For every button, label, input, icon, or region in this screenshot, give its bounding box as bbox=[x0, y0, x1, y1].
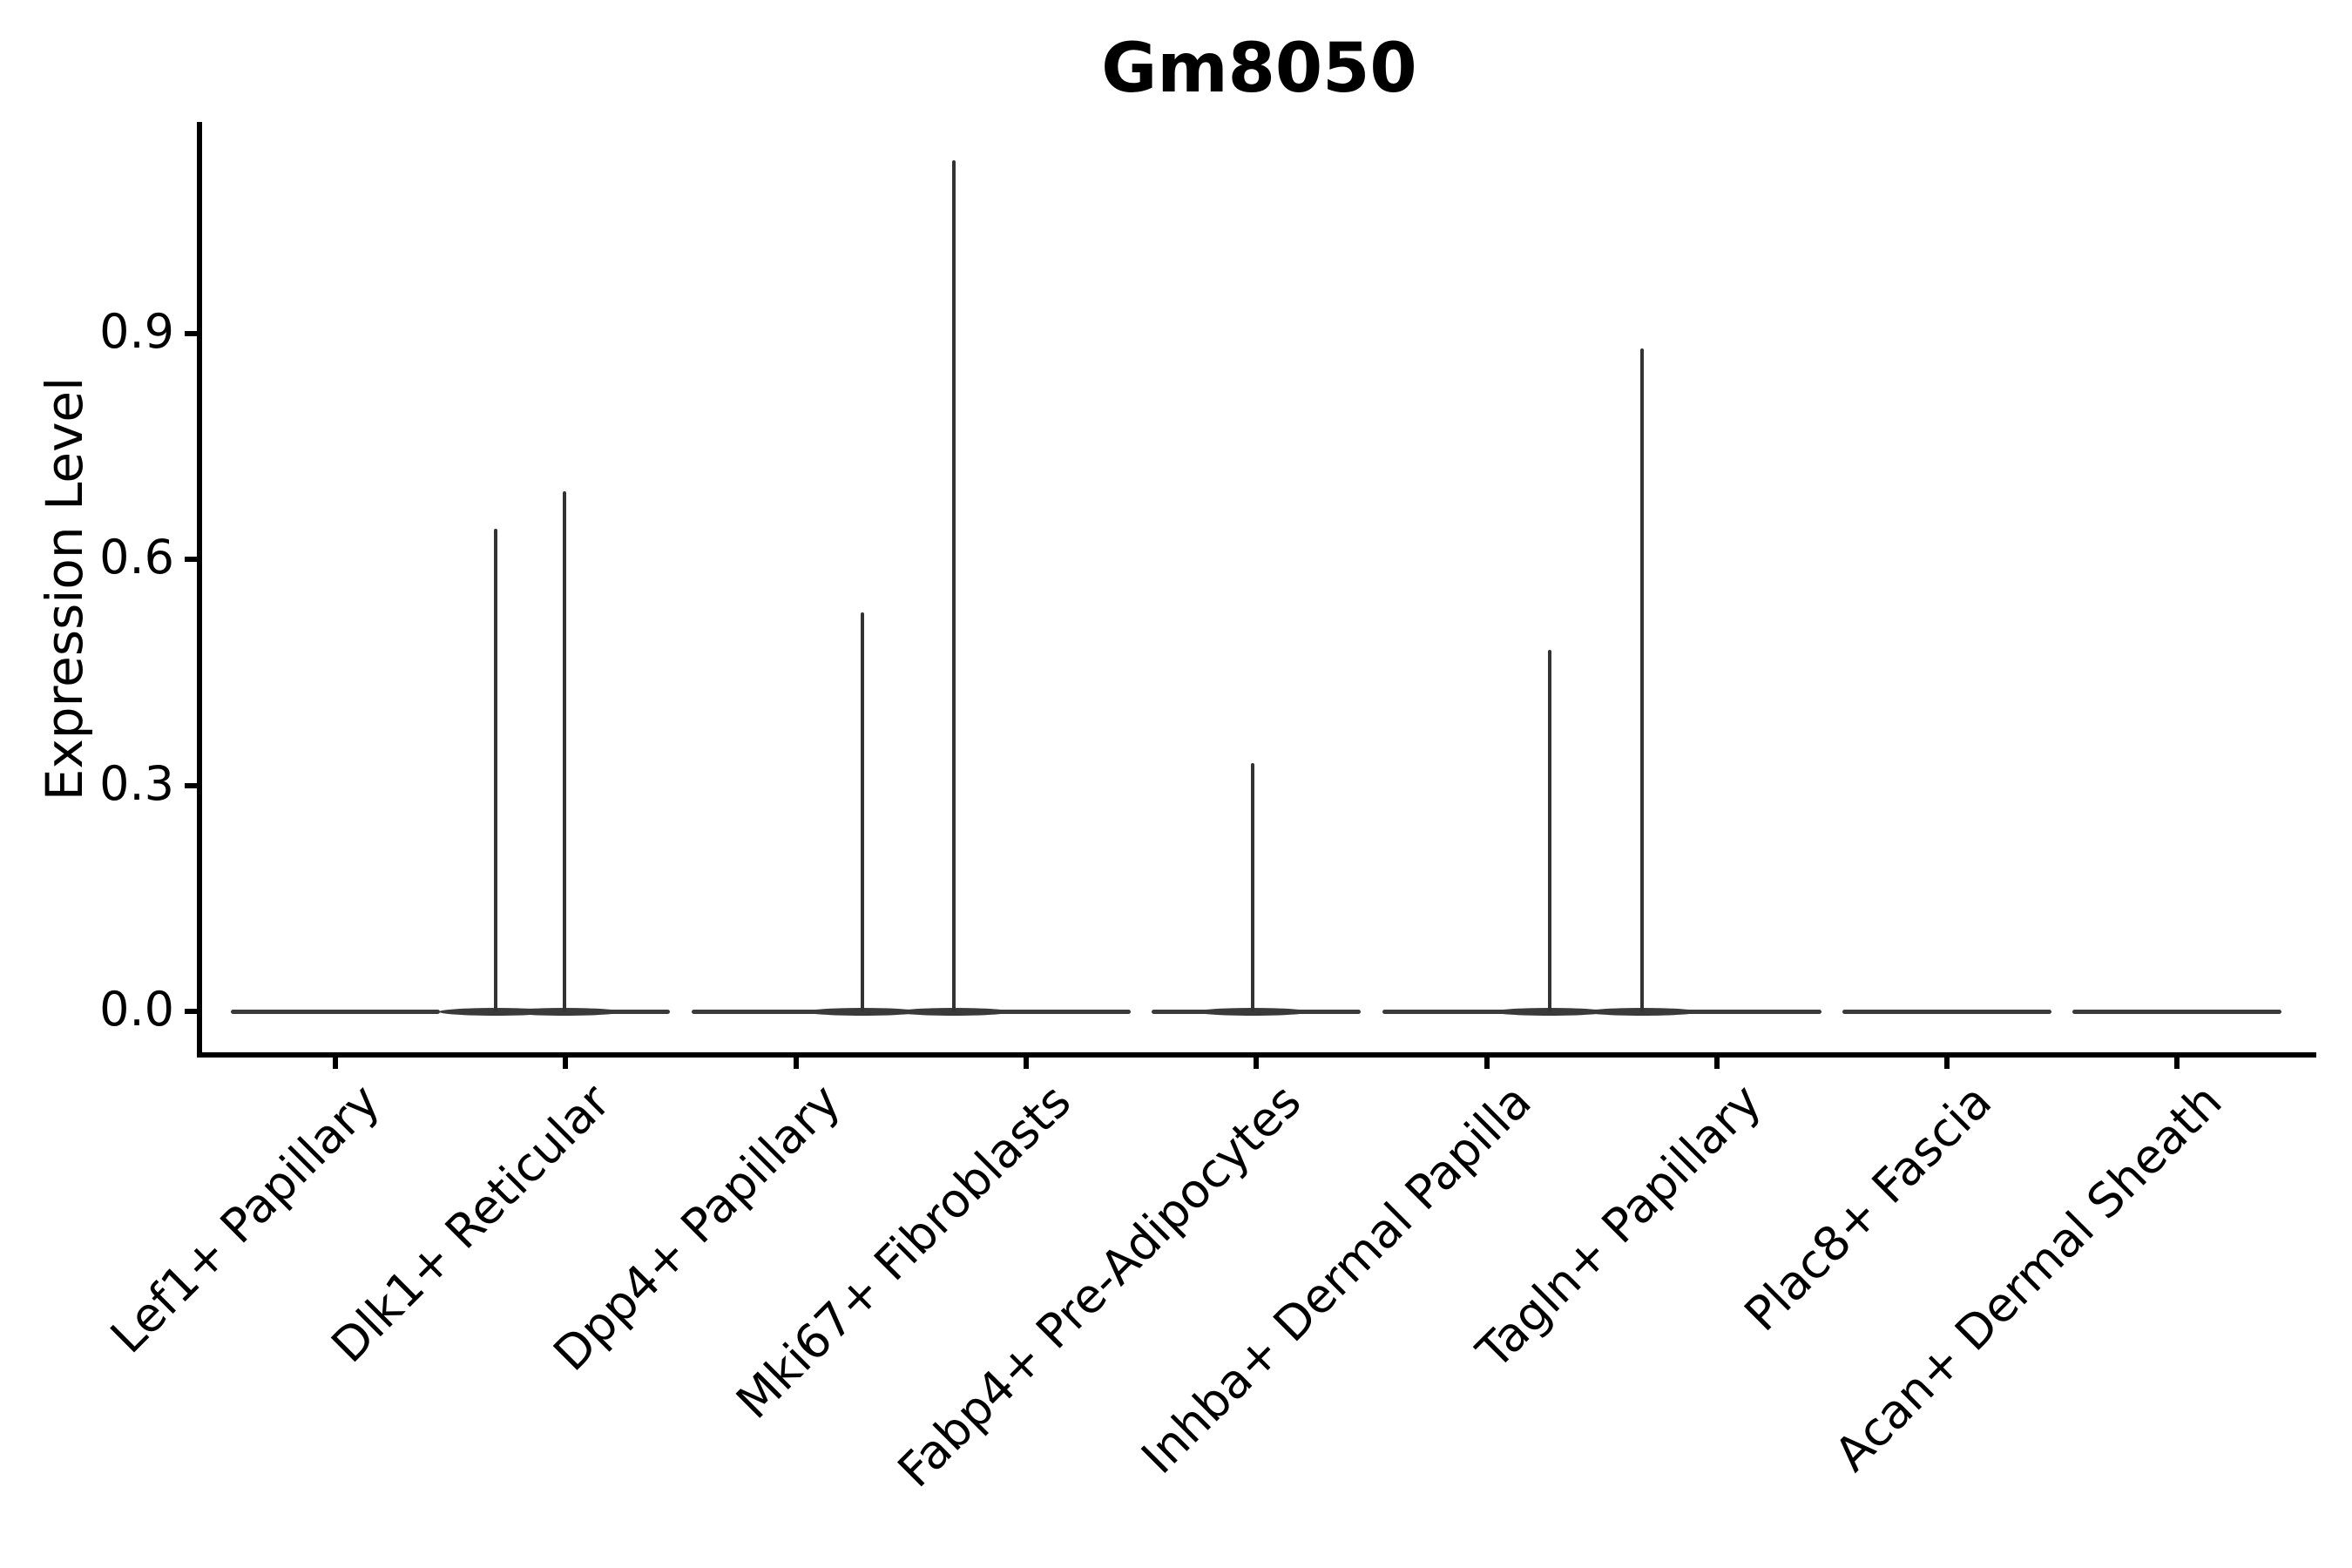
y-axis-spine bbox=[197, 122, 202, 1058]
violin-base-flare bbox=[439, 1008, 552, 1016]
y-tick-mark bbox=[185, 1009, 197, 1014]
expression-spike bbox=[563, 491, 566, 1011]
violin-base bbox=[2072, 1010, 2282, 1014]
x-axis-spine bbox=[197, 1052, 2316, 1058]
x-tick-mark bbox=[333, 1058, 338, 1069]
expression-spike bbox=[1548, 649, 1551, 1011]
violin-base bbox=[1612, 1010, 1821, 1014]
y-tick-label: 0.6 bbox=[99, 530, 174, 585]
expression-spike bbox=[952, 159, 956, 1011]
expression-spike bbox=[861, 612, 864, 1011]
x-tick-mark bbox=[1713, 1058, 1720, 1069]
expression-spike bbox=[1251, 762, 1254, 1011]
x-tick-label: Acan+ Dermal Sheath bbox=[1823, 1073, 2233, 1482]
y-tick-mark bbox=[185, 782, 197, 788]
x-tick-label: Plac8+ Fascia bbox=[1734, 1073, 2003, 1342]
x-tick-mark bbox=[1254, 1058, 1260, 1069]
y-tick-mark bbox=[185, 557, 197, 562]
violin-base-flare bbox=[508, 1008, 621, 1016]
x-tick-mark bbox=[1484, 1058, 1490, 1069]
violin-base-flare bbox=[806, 1008, 919, 1016]
violin-base-flare bbox=[1493, 1008, 1606, 1016]
x-tick-label: Fabp4+ Pre-Adipocytes bbox=[887, 1073, 1312, 1498]
x-tick-mark bbox=[1023, 1058, 1029, 1069]
x-tick-mark bbox=[563, 1058, 569, 1069]
violin-base bbox=[231, 1010, 440, 1014]
x-tick-label: Inhba+ Dermal Papilla bbox=[1131, 1073, 1542, 1484]
x-tick-mark bbox=[1944, 1058, 1950, 1069]
y-tick-mark bbox=[185, 330, 197, 336]
violin-base bbox=[691, 1010, 901, 1014]
y-tick-label: 0.3 bbox=[99, 755, 174, 811]
violin-base bbox=[1842, 1010, 2052, 1014]
x-tick-mark bbox=[793, 1058, 799, 1069]
expression-spike bbox=[1640, 348, 1644, 1011]
violin-base-flare bbox=[897, 1008, 1010, 1016]
x-tick-mark bbox=[2174, 1058, 2180, 1069]
expression-spike bbox=[494, 529, 497, 1011]
y-tick-label: 0.9 bbox=[99, 303, 174, 359]
y-tick-label: 0.0 bbox=[99, 982, 174, 1037]
violin-base-flare bbox=[1585, 1008, 1699, 1016]
violin-base bbox=[921, 1010, 1131, 1014]
violin-base-flare bbox=[1196, 1008, 1309, 1016]
violin-base bbox=[1382, 1010, 1592, 1014]
chart-title: Gm8050 bbox=[1101, 30, 1417, 108]
